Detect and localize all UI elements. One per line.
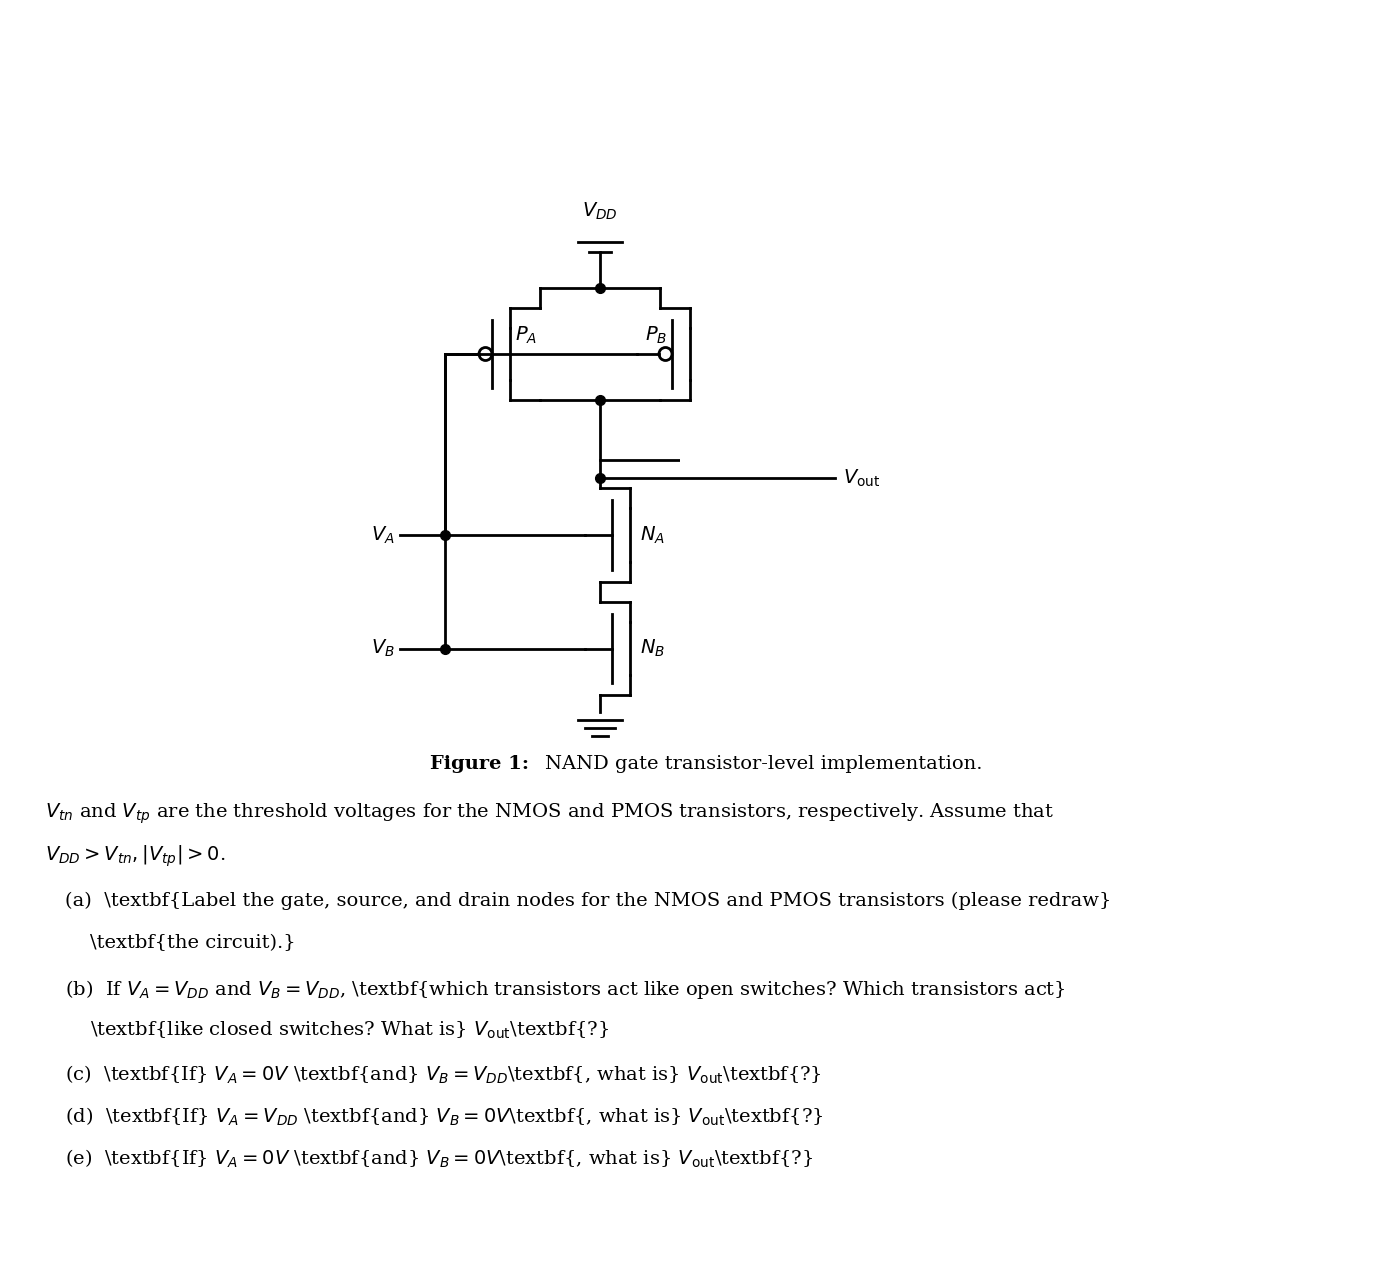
Text: $V_{DD} > V_{tn}, |V_{tp}| > 0$.: $V_{DD} > V_{tn}, |V_{tp}| > 0$.: [46, 844, 225, 869]
Text: (c)  \textbf{If} $V_A = 0V$ \textbf{and} $V_B = V_{DD}$\textbf{, what is} $V_{\m: (c) \textbf{If} $V_A = 0V$ \textbf{and} …: [65, 1064, 822, 1087]
Text: $V_A$: $V_A$: [372, 525, 395, 545]
Text: $N_A$: $N_A$: [640, 525, 665, 545]
Text: NAND gate transistor-level implementation.: NAND gate transistor-level implementatio…: [545, 755, 983, 773]
Text: $V_B$: $V_B$: [372, 637, 395, 659]
Text: Figure 1:: Figure 1:: [430, 755, 529, 773]
Text: $V_{\mathrm{out}}$: $V_{\mathrm{out}}$: [843, 467, 880, 489]
Text: (a)  \textbf{Label the gate, source, and drain nodes for the NMOS and PMOS trans: (a) \textbf{Label the gate, source, and …: [65, 892, 1111, 910]
Text: $N_B$: $N_B$: [640, 637, 665, 659]
Text: $P_B$: $P_B$: [645, 325, 668, 346]
Text: $P_A$: $P_A$: [515, 325, 538, 346]
Text: (e)  \textbf{If} $V_A = 0V$ \textbf{and} $V_B = 0V$\textbf{, what is} $V_{\mathr: (e) \textbf{If} $V_A = 0V$ \textbf{and} …: [65, 1148, 814, 1170]
Text: $V_{DD}$: $V_{DD}$: [582, 201, 618, 221]
Bar: [680, 440, 1079, 480]
Text: $V_{tn}$ and $V_{tp}$ are the threshold voltages for the NMOS and PMOS transisto: $V_{tn}$ and $V_{tp}$ are the threshold …: [46, 803, 1054, 827]
Text: \textbf{like closed switches? What is} $V_{\mathrm{out}}$\textbf{?}: \textbf{like closed switches? What is} $…: [90, 1020, 609, 1042]
Text: \textbf{the circuit).}: \textbf{the circuit).}: [90, 934, 296, 952]
Text: (d)  \textbf{If} $V_A = V_{DD}$ \textbf{and} $V_B = 0V$\textbf{, what is} $V_{\m: (d) \textbf{If} $V_A = V_{DD}$ \textbf{a…: [65, 1106, 824, 1128]
Text: (b)  If $V_A = V_{DD}$ and $V_B = V_{DD}$, \textbf{which transistors act like op: (b) If $V_A = V_{DD}$ and $V_B = V_{DD}$…: [65, 978, 1066, 1001]
Text: $V_{\mathrm{out}}$: $V_{\mathrm{out}}$: [840, 449, 878, 471]
